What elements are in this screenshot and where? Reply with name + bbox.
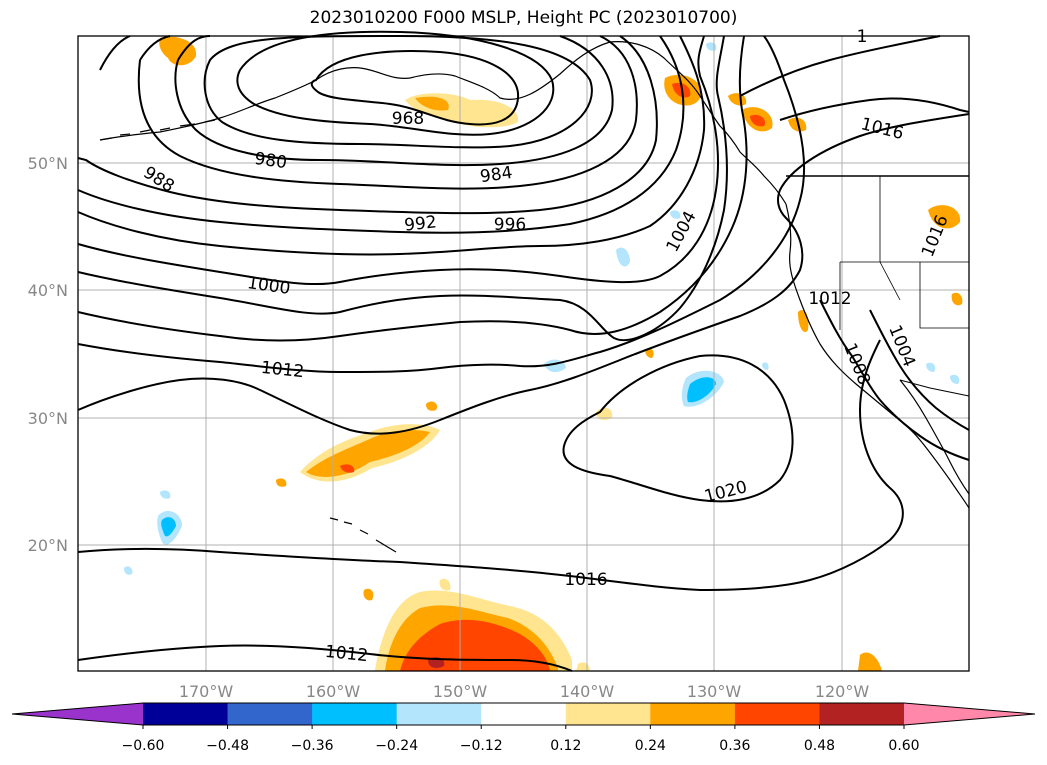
- colorbar-segment: [143, 703, 229, 725]
- isobar-1008-west: [819, 299, 970, 461]
- anomaly-shade-neg-small1: [160, 490, 171, 499]
- anomaly-shade-nevada: [951, 292, 963, 306]
- isobar-1016-ne: [739, 35, 941, 97]
- anomaly-shade-neg-hi-core: [687, 377, 716, 403]
- colorbar-tick-label: −0.24: [375, 738, 418, 754]
- isobar-label: 984: [479, 163, 514, 187]
- anomaly-shade-small1: [426, 401, 438, 411]
- isobar-968: [310, 50, 520, 126]
- isobar-label: 1012: [808, 289, 851, 309]
- colorbar-tick-label: −0.60: [122, 738, 165, 754]
- anomaly-shade-neg-c2: [616, 247, 630, 267]
- anomaly-shade-neg-small2: [124, 566, 133, 575]
- anomaly-shade-idaho: [928, 205, 961, 229]
- anomaly-shade-neg-small7: [762, 362, 769, 370]
- lon-label: 170°W: [179, 682, 234, 701]
- isobar-1020: [562, 354, 794, 503]
- lat-label: 40°N: [28, 281, 68, 300]
- colorbar-extend-min: [12, 703, 143, 725]
- anomaly-shade-small3: [645, 348, 654, 358]
- anomaly-shade-neg-small5: [926, 362, 936, 372]
- anomaly-shade-mid-core: [306, 430, 430, 477]
- colorbar-tick-label: 0.60: [888, 738, 919, 754]
- isobar-label: 1012: [260, 358, 305, 382]
- latitude-labels: 50°N 40°N 30°N 20°N: [28, 154, 68, 555]
- colorbar-tick-label: 0.48: [804, 738, 835, 754]
- lon-label: 160°W: [306, 682, 361, 701]
- colorbar-segment: [396, 703, 482, 725]
- anomaly-shade-neg-small6: [950, 374, 960, 384]
- us-west-coast: [785, 203, 970, 509]
- colorbar-segment: [481, 703, 567, 725]
- colorbar-segment: [312, 703, 398, 725]
- bc-coast: [699, 95, 787, 205]
- lon-label: 120°W: [815, 682, 870, 701]
- isobar-972: [236, 30, 555, 136]
- anomaly-shade-nw: [159, 36, 197, 66]
- lat-label: 30°N: [28, 409, 68, 428]
- isobars: [77, 30, 970, 672]
- colorbar-tick-label: 0.36: [719, 738, 750, 754]
- isobar-1000: [77, 35, 719, 286]
- isobar-label: 996: [494, 215, 526, 235]
- colorbar-segment: [734, 703, 820, 725]
- colorbar-tick-label: 0.24: [635, 738, 666, 754]
- isobar-1016-south: [77, 339, 904, 592]
- anomaly-shade-mid-hot: [340, 464, 355, 473]
- isobar-label: 1016: [564, 570, 607, 590]
- anomaly-shade-gulf-core: [415, 96, 449, 111]
- anomaly-shade-canada2-core: [750, 114, 766, 127]
- lat-label: 50°N: [28, 154, 68, 173]
- mexico-border: [899, 379, 970, 397]
- isobar-996: [77, 35, 706, 256]
- anomaly-shade-neg-small3: [670, 210, 681, 219]
- anomaly-shade-bc-core: [672, 82, 691, 98]
- colorbar-extend-max: [904, 703, 1035, 725]
- isobar-1012-south: [77, 644, 573, 672]
- colorbar-segment: [227, 703, 313, 725]
- colorbar-tick-label: −0.36: [291, 738, 334, 754]
- isobar-1008: [77, 35, 748, 342]
- colorbar-segment: [819, 703, 905, 725]
- coastlines: [99, 41, 970, 553]
- longitude-labels: 170°W 160°W 150°W 140°W 130°W 120°W: [179, 682, 870, 701]
- isobar-label: 980: [253, 149, 288, 173]
- lon-label: 140°W: [560, 682, 615, 701]
- state-borders: [839, 176, 969, 330]
- anomaly-shade-neg-west-core: [161, 517, 176, 537]
- map-frame: [77, 35, 970, 672]
- baja-coast: [899, 379, 970, 495]
- isobar-label: 968: [392, 109, 424, 129]
- alaska-coast: [99, 41, 701, 141]
- isobar-988: [77, 35, 658, 215]
- colorbar-segment: [565, 703, 651, 725]
- isobar-label: 992: [403, 212, 437, 235]
- isobar-label: 1: [857, 27, 868, 47]
- hawaii-islands: [329, 517, 397, 553]
- colorbar-segment: [650, 703, 736, 725]
- map-background: [78, 36, 969, 671]
- isobar-1004: [77, 35, 728, 342]
- isobar-992: [77, 35, 685, 234]
- isobar-1016-north: [77, 113, 970, 435]
- lon-label: 150°W: [433, 682, 488, 701]
- colorbar-tick-label: −0.12: [460, 738, 503, 754]
- anomaly-shade-canada3: [788, 117, 807, 132]
- anomaly-shade-se: [858, 652, 882, 671]
- isobar-label: 1012: [324, 642, 369, 666]
- lat-label: 20°N: [28, 536, 68, 555]
- anomaly-shade-small5: [363, 588, 374, 601]
- isobar-1004-west: [869, 309, 970, 431]
- isobar-1016-ne2: [779, 97, 970, 121]
- colorbar-tick-label: −0.48: [206, 738, 249, 754]
- anomaly-shade-small4: [276, 478, 287, 487]
- colorbar-tick-label: 0.12: [550, 738, 581, 754]
- map-title: 2023010200 F000 MSLP, Height PC (2023010…: [309, 8, 738, 28]
- lon-label: 130°W: [687, 682, 742, 701]
- colorbar: −0.60 −0.48 −0.36 −0.24 −0.12 0.12 0.24 0.36 0.4…: [11, 702, 1036, 754]
- anomaly-shade-small6: [439, 578, 451, 591]
- aleutian-islands: [99, 119, 216, 141]
